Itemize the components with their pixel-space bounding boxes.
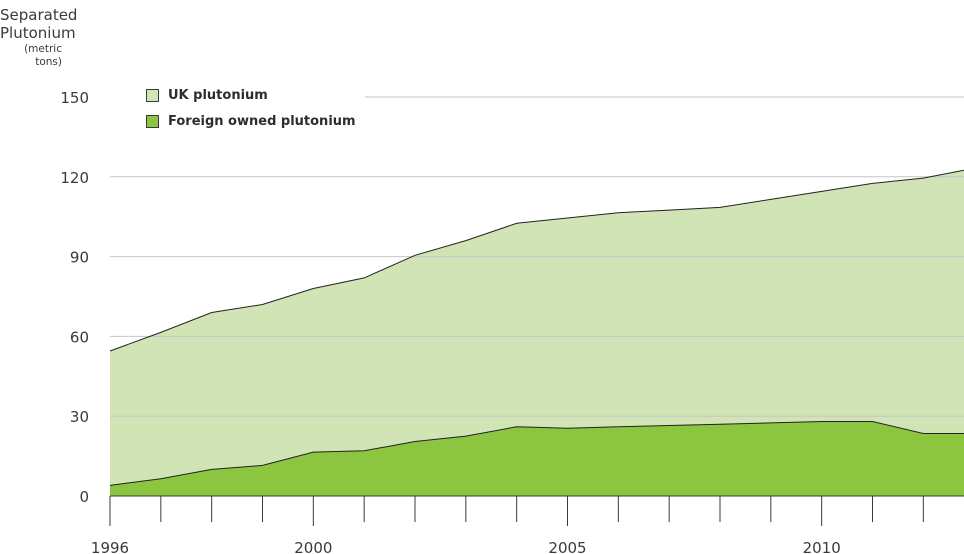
legend-swatch-uk-plutonium <box>146 88 159 102</box>
x-tick-label-2000: 2000 <box>294 539 332 554</box>
y-tick-label-30: 30 <box>70 408 89 426</box>
legend-swatch-foreign-owned-plutonium <box>146 114 159 128</box>
x-tick-label-2010: 2010 <box>803 539 841 554</box>
y-axis-label-line-1: Separated <box>0 6 78 24</box>
legend-label-uk-plutonium: UK plutonium <box>168 87 268 103</box>
y-axis-label-line-2: Plutonium <box>0 24 76 42</box>
line-total <box>109 169 964 352</box>
y-tick-label-150: 150 <box>60 89 89 107</box>
legend-label-foreign-owned-plutonium: Foreign owned plutonium <box>168 113 356 129</box>
y-tick-label-90: 90 <box>70 249 89 267</box>
legend: UK plutonium Foreign owned plutonium <box>146 82 356 134</box>
area-foreign-owned-plutonium <box>110 421 964 496</box>
legend-item-uk-plutonium: UK plutonium <box>146 82 356 108</box>
y-tick-label-120: 120 <box>60 169 89 187</box>
x-tick-label-2005: 2005 <box>548 539 586 554</box>
y-tick-label-60: 60 <box>70 328 89 346</box>
y-axis-label: Separated Plutonium (metric tons) <box>0 6 78 68</box>
legend-item-foreign-owned-plutonium: Foreign owned plutonium <box>146 108 356 134</box>
area-uk-plutonium <box>110 170 964 496</box>
line-foreign-owned-plutonium <box>109 421 964 486</box>
x-tick-label-1996: 1996 <box>91 539 129 554</box>
y-axis-label-unit: (metric tons) <box>24 43 62 68</box>
y-tick-label-0: 0 <box>79 488 89 506</box>
